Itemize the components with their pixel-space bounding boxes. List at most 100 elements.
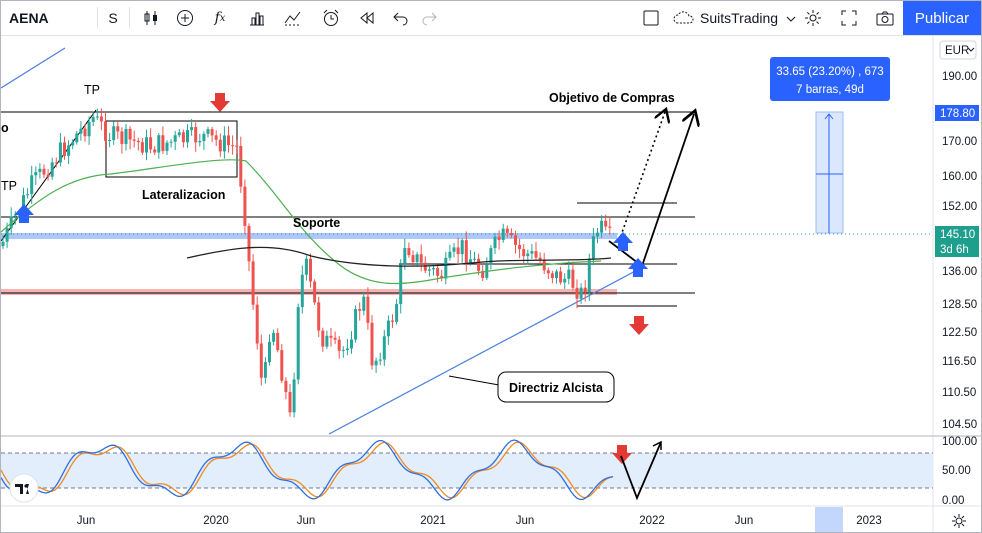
settings-icon[interactable]: [799, 1, 827, 35]
divider: [129, 7, 130, 29]
projection-up-arrow: [641, 114, 694, 267]
candle-body: [42, 168, 46, 175]
redo-icon[interactable]: [415, 1, 443, 35]
candle-body: [136, 140, 140, 143]
candle-body: [559, 271, 563, 283]
plus-circle-icon[interactable]: [171, 1, 199, 35]
candle-body: [370, 322, 374, 366]
trend-label: Directriz Alcista: [509, 381, 604, 395]
settings-icon[interactable]: [952, 514, 966, 528]
candle-body: [542, 260, 546, 271]
measure-line2: 7 barras, 49d: [796, 84, 864, 96]
layout-icon[interactable]: [637, 1, 665, 35]
replay-icon[interactable]: [353, 1, 381, 35]
candle-body: [268, 341, 271, 363]
symbol-search[interactable]: AENA: [9, 10, 49, 26]
candle-body: [239, 146, 243, 187]
candle-body: [382, 336, 386, 360]
candle-body: [415, 254, 419, 263]
candle-body: [50, 162, 54, 177]
candle-body: [345, 348, 349, 351]
candle-body: [309, 258, 312, 282]
undo-icon[interactable]: [387, 1, 415, 35]
oscillator-d-line: [1, 441, 614, 499]
oscillator-tick-label: 100.00: [942, 436, 977, 448]
currency-selector[interactable]: [939, 40, 977, 60]
candle-body: [591, 236, 595, 259]
candle-body: [259, 343, 263, 378]
candle-body: [169, 141, 173, 143]
candle-body: [436, 268, 440, 276]
candle-body: [292, 379, 296, 413]
left-cut-label: o: [1, 121, 9, 135]
templates-icon[interactable]: [243, 1, 271, 35]
candle-body: [444, 257, 448, 279]
price-tick-label: 110.50: [942, 387, 976, 399]
price-tick-label: 128.50: [942, 299, 977, 311]
candle-body: [83, 128, 87, 137]
candle-body: [419, 254, 423, 263]
candle-body: [608, 226, 612, 228]
candle-body: [177, 132, 181, 136]
candle-body: [354, 309, 358, 340]
candle-body: [481, 270, 485, 278]
measure-arrowhead: [824, 113, 834, 120]
arrow-up-icon: [628, 258, 648, 277]
candle-body: [427, 269, 431, 271]
candle-body: [38, 168, 42, 173]
candle-body: [235, 145, 239, 147]
candle-body: [518, 244, 522, 250]
publish-button[interactable]: Publicar: [903, 1, 981, 35]
oscillator-lines: [1, 439, 614, 501]
objective-label: Objetivo de Compras: [549, 91, 675, 105]
layout-name[interactable]: SuitsTrading: [673, 1, 796, 35]
candle-body: [99, 116, 103, 122]
time-axis[interactable]: Jun 2020 Jun 2021 Jun 2022 Jun 2023: [77, 515, 882, 527]
candle-body: [460, 240, 464, 255]
candle-body: [222, 135, 226, 152]
candle-body: [22, 195, 25, 213]
candle-body: [333, 337, 337, 340]
candle-body: [477, 258, 481, 271]
oscillator-tick-label: 0.00: [942, 495, 964, 507]
price-chart[interactable]: TP TP o Lateralizacion Soporte Objetivo …: [1, 36, 981, 532]
candle-body: [587, 258, 591, 293]
price-tick-label: 136.00: [942, 266, 977, 278]
callout-pointer: [448, 375, 500, 386]
interval-selector[interactable]: S: [108, 10, 118, 26]
candle-body: [358, 309, 362, 311]
countdown-badge: [935, 242, 979, 257]
price-tick-label: 122.50: [942, 327, 977, 339]
candle-body: [296, 307, 300, 380]
time-tick-label: 2020: [203, 515, 229, 527]
snapshot-icon[interactable]: [871, 1, 899, 35]
price-tick-label: 116.50: [942, 356, 976, 368]
candle-body: [161, 135, 165, 151]
time-tick-label: Jun: [516, 515, 535, 527]
candle-body: [403, 248, 407, 265]
candle-body: [165, 142, 169, 151]
price-tick-label: 170.00: [942, 136, 977, 148]
candle-body: [173, 135, 177, 142]
candle-body: [206, 129, 210, 134]
chevron-down-icon: [786, 10, 796, 26]
candle-body: [276, 332, 280, 351]
candle-body: [54, 162, 58, 164]
alert-icon[interactable]: [317, 1, 345, 35]
candles-icon[interactable]: [137, 1, 165, 35]
oscillator-axis[interactable]: 100.00 50.00 0.00: [942, 436, 977, 507]
fullscreen-icon[interactable]: [835, 1, 863, 35]
price-axis[interactable]: 190.00 170.00 160.00 152.00 136.00 128.50 122.…: [942, 71, 977, 431]
candle-body: [464, 240, 468, 264]
compare-icon[interactable]: [279, 1, 307, 35]
candle-body: [63, 142, 66, 156]
time-tick-label: Jun: [735, 515, 754, 527]
candle-body: [194, 127, 198, 143]
candle-body: [157, 135, 161, 153]
candle-body: [374, 360, 378, 366]
candle-body: [555, 271, 558, 279]
candle-body: [509, 232, 513, 236]
